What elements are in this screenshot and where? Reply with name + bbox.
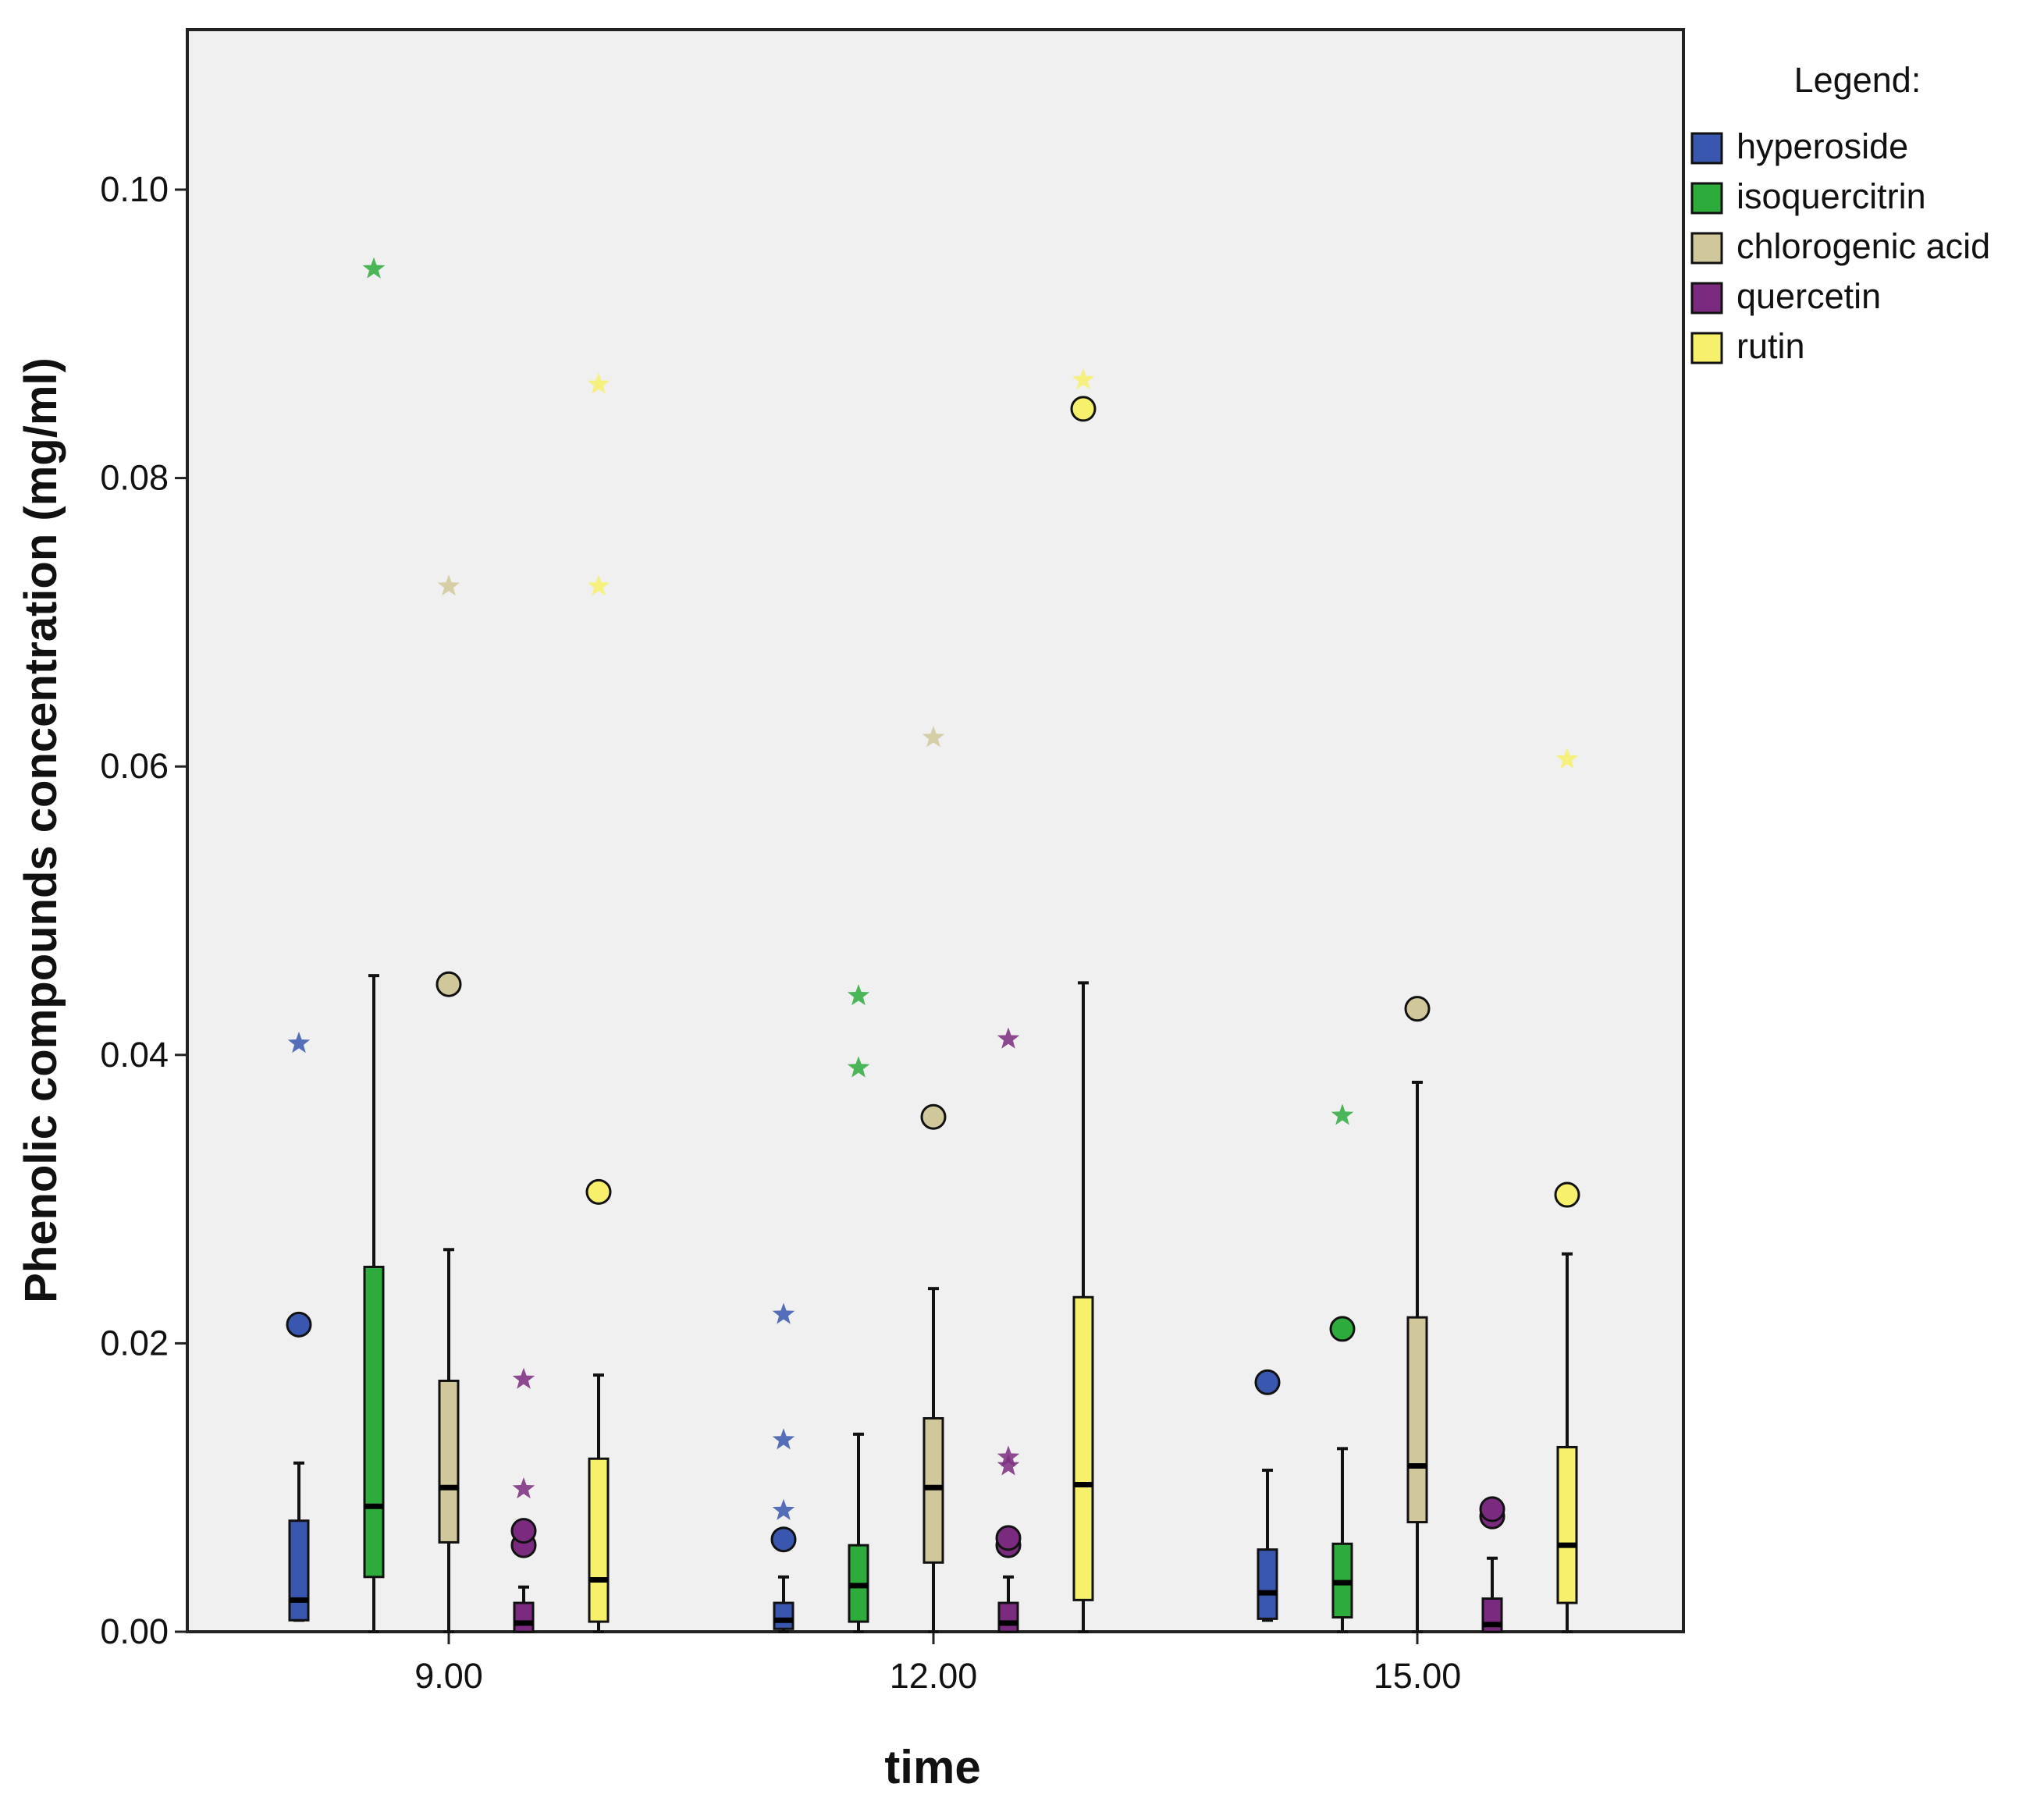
extreme-marker <box>512 1367 535 1389</box>
extreme-marker <box>772 1302 795 1324</box>
legend-swatch <box>1690 232 1723 265</box>
outlier-marker <box>286 1311 312 1338</box>
y-tick-label: 0.10 <box>100 169 169 209</box>
series-chlorogenic-acid <box>435 574 1431 1633</box>
extreme-marker <box>437 574 460 596</box>
extreme-marker <box>287 1032 311 1054</box>
box-chlorogenic-acid-9.00 <box>435 574 462 1633</box>
box-isoquercitrin-15.00 <box>1329 1103 1356 1633</box>
series-rutin <box>585 368 1580 1633</box>
box-quercetin-9.00 <box>510 1367 537 1633</box>
outlier-marker <box>1479 1496 1505 1523</box>
legend-label: rutin <box>1737 326 1805 366</box>
box-iqr <box>922 1416 944 1564</box>
outlier-marker <box>1329 1316 1356 1342</box>
outlier-marker <box>1254 1369 1281 1395</box>
box-rutin-12.00 <box>1070 368 1097 1633</box>
legend-swatch <box>1690 282 1723 314</box>
box-series-group <box>286 257 1580 1633</box>
box-chlorogenic-acid-12.00 <box>920 726 947 1633</box>
x-axis-title: time <box>884 1741 980 1793</box>
outlier-marker <box>995 1525 1022 1551</box>
box-quercetin-15.00 <box>1479 1496 1505 1633</box>
y-tick-label: 0.04 <box>100 1035 169 1075</box>
box-chlorogenic-acid-15.00 <box>1404 996 1431 1633</box>
series-quercetin <box>510 1027 1505 1633</box>
box-rutin-9.00 <box>585 372 612 1633</box>
outlier-marker <box>1070 396 1097 422</box>
x-tick-label: 15.00 <box>1374 1656 1462 1696</box>
y-tick-label: 0.08 <box>100 458 169 498</box>
box-iqr <box>1406 1316 1428 1524</box>
box-iqr <box>363 1265 385 1579</box>
y-tick-label: 0.06 <box>100 746 169 786</box>
legend: Legend: hyperoside isoquercitrin chlorogen… <box>1690 60 1990 366</box>
extreme-marker <box>997 1027 1020 1049</box>
extreme-marker <box>847 1056 870 1078</box>
box-iqr <box>997 1601 1019 1633</box>
extreme-marker <box>997 1445 1020 1467</box>
legend-label: hyperoside <box>1737 126 1908 166</box>
box-hyperoside-9.00 <box>286 1032 312 1622</box>
extreme-marker <box>847 984 870 1006</box>
extreme-marker <box>587 372 610 394</box>
box-iqr <box>513 1601 535 1633</box>
x-tick-label: 12.00 <box>890 1656 978 1696</box>
x-tick-label: 9.00 <box>414 1656 483 1696</box>
legend-swatch <box>1690 332 1723 364</box>
extreme-marker <box>512 1477 535 1499</box>
box-iqr <box>588 1457 610 1623</box>
box-quercetin-12.00 <box>995 1027 1022 1633</box>
y-tick-label: 0.02 <box>100 1323 169 1363</box>
series-hyperoside <box>286 1032 1281 1633</box>
outlier-marker <box>1554 1181 1580 1208</box>
extreme-marker <box>362 257 386 279</box>
box-iqr <box>1556 1445 1578 1604</box>
legend-label: quercetin <box>1737 276 1881 316</box>
plot-area <box>186 28 1685 1633</box>
legend-swatch <box>1690 132 1723 165</box>
legend-label: chlorogenic acid <box>1737 226 1990 266</box>
box-iqr <box>1257 1548 1278 1620</box>
outlier-marker <box>585 1178 612 1205</box>
box-isoquercitrin-12.00 <box>847 984 870 1633</box>
box-iqr <box>773 1601 794 1630</box>
box-hyperoside-12.00 <box>770 1302 797 1633</box>
extreme-marker <box>1331 1103 1354 1125</box>
y-tick-label: 0.00 <box>100 1611 169 1651</box>
box-hyperoside-15.00 <box>1254 1369 1281 1622</box>
extreme-marker <box>772 1428 795 1450</box>
legend-label: isoquercitrin <box>1737 176 1926 216</box>
box-isoquercitrin-9.00 <box>362 257 386 1633</box>
box-iqr <box>288 1519 310 1622</box>
extreme-marker <box>1072 368 1095 390</box>
legend-title: Legend: <box>1794 60 1921 100</box>
extreme-marker <box>1555 748 1579 769</box>
box-iqr <box>1072 1295 1094 1601</box>
y-axis-title: Phenolic compounds concentration (mg/ml) <box>16 357 66 1303</box>
extreme-marker <box>922 726 945 748</box>
box-rutin-15.00 <box>1554 748 1580 1633</box>
outlier-marker <box>920 1103 947 1130</box>
outlier-marker <box>435 971 462 997</box>
outlier-marker <box>770 1526 797 1553</box>
outlier-marker <box>510 1518 537 1544</box>
box-iqr <box>438 1379 460 1544</box>
extreme-marker <box>997 1454 1020 1476</box>
series-isoquercitrin <box>362 257 1356 1633</box>
legend-swatch <box>1690 182 1723 215</box>
extreme-marker <box>772 1498 795 1520</box>
extreme-marker <box>587 574 610 596</box>
y-axis: 0.00 0.02 0.04 0.06 0.08 0.10 <box>100 169 187 1651</box>
outlier-marker <box>1404 996 1431 1022</box>
x-axis: 9.00 12.00 15.00 <box>414 1632 1461 1696</box>
